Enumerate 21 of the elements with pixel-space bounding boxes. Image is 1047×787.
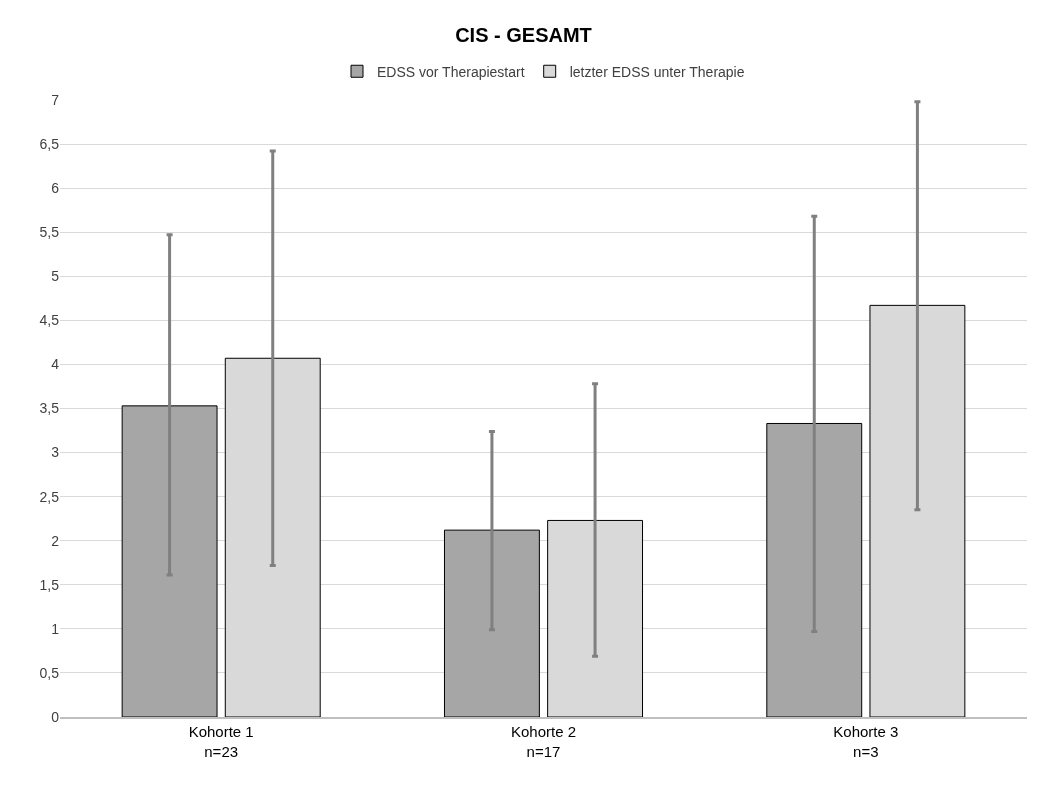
x-tick-label: Kohorte 3 n=3 <box>833 723 899 760</box>
legend-label: EDSS vor Therapiestart <box>377 63 525 80</box>
y-tick-label: 5 <box>51 268 60 285</box>
y-tick-label: 6,5 <box>39 135 60 152</box>
y-tick-label: 7 <box>51 91 60 108</box>
y-tick-label: 6 <box>51 180 60 197</box>
y-tick-label: 2 <box>51 532 60 549</box>
y-tick-label: 0 <box>51 708 60 725</box>
y-tick-label: 1,5 <box>39 576 60 593</box>
y-tick-label: 5,5 <box>39 224 60 241</box>
y-tick-label: 4 <box>51 356 60 373</box>
legend-label: letzter EDSS unter Therapie <box>569 63 745 80</box>
x-tick-label: Kohorte 1 n=23 <box>188 723 254 760</box>
y-tick-label: 0,5 <box>39 664 60 681</box>
chart-title: CIS - GESAMT <box>455 23 592 46</box>
y-tick-label: 4,5 <box>39 312 60 329</box>
x-tick-label: Kohorte 2 n=17 <box>510 723 577 760</box>
y-tick-label: 1 <box>51 620 60 637</box>
y-tick-label: 3,5 <box>39 400 60 417</box>
y-tick-label: 2,5 <box>39 488 60 505</box>
y-tick-label: 3 <box>51 444 60 461</box>
